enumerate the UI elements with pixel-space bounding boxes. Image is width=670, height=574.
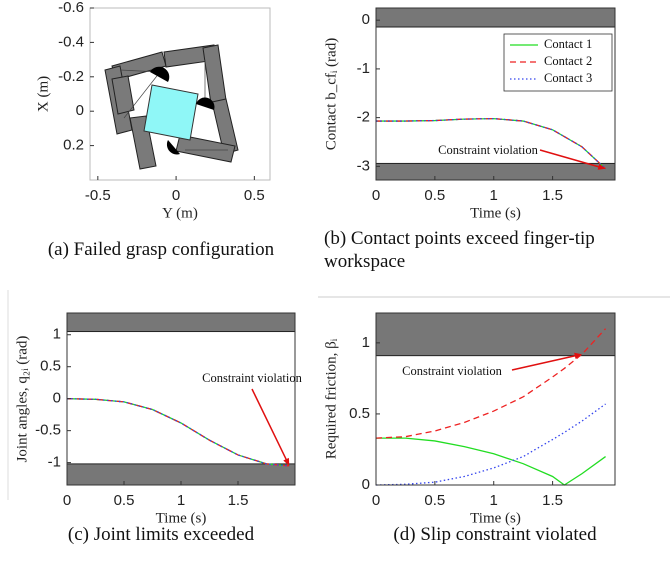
caption: (c) Joint limits exceeded (2, 523, 320, 546)
y-tick-label: 0 (76, 102, 84, 119)
annotation: Constraint violation (402, 364, 502, 378)
y-tick-label: 0 (362, 11, 370, 28)
x-tick-label: 1 (490, 492, 498, 509)
y-tick-label: 0 (53, 390, 61, 407)
annotation: Constraint violation (202, 371, 302, 385)
y-tick-label: -0.4 (58, 33, 84, 50)
legend-label: Contact 1 (544, 37, 592, 51)
y-axis-label: Contact b_cfᵢ (rad) (323, 38, 339, 150)
x-tick-label: 0.5 (424, 187, 445, 204)
y-tick-label: -0.2 (58, 68, 84, 85)
annotation: Constraint violation (438, 143, 538, 157)
plot-frame (67, 313, 295, 485)
x-tick-label: 1 (490, 187, 498, 204)
y-tick-label: -1 (48, 454, 61, 471)
y-tick-label: -3 (357, 157, 370, 174)
figure: -0.5 0 0.5 -0.6 -0.4 -0.2 0 0.2 Y (m) X (m) 0 0.5 1 1… (0, 0, 670, 574)
x-tick-label: 0 (372, 187, 380, 204)
x-tick-label: 0.5 (424, 492, 445, 509)
y-axis-label: Required friction, βᵢ (323, 338, 339, 459)
x-tick-label: 0.5 (244, 187, 265, 204)
annotation-arrow (252, 389, 287, 460)
y-tick-label: 0.5 (40, 358, 61, 375)
figure-canvas: -0.5 0 0.5 -0.6 -0.4 -0.2 0 0.2 Y (m) X (m) 0 0.5 1 1… (0, 0, 670, 574)
x-tick-label: 1 (177, 492, 185, 509)
caption: (d) Slip constraint violated (330, 523, 660, 546)
x-tick-label: 1.5 (542, 187, 563, 204)
grasp-drawing (105, 45, 238, 169)
y-tick-label: -0.6 (58, 0, 84, 16)
series-line (67, 399, 289, 466)
y-tick-label: -0.5 (35, 422, 61, 439)
y-tick-label: 0.5 (349, 405, 370, 422)
caption: (a) Failed grasp configuration (2, 238, 320, 261)
legend-label: Contact 2 (544, 54, 592, 68)
x-tick-label: 0.5 (114, 492, 135, 509)
constraint-region (376, 313, 615, 356)
series-line (376, 438, 606, 485)
y-tick-label: 0 (362, 476, 370, 493)
x-tick-label: 0 (63, 492, 71, 509)
annotation-arrow (512, 356, 576, 370)
y-axis-label: X (m) (35, 76, 51, 112)
x-tick-label: -0.5 (85, 187, 111, 204)
y-tick-label: 1 (53, 326, 61, 343)
x-tick-label: 1.5 (228, 492, 249, 509)
y-tick-label: -2 (357, 109, 370, 126)
series-line (376, 404, 606, 485)
series-line (67, 399, 289, 466)
x-tick-label: 1.5 (542, 492, 563, 509)
constraint-region (376, 163, 615, 180)
x-axis-label: Y (m) (162, 205, 198, 221)
series-line (67, 399, 289, 466)
x-tick-label: 0 (172, 187, 180, 204)
x-axis-label: Time (s) (470, 205, 521, 221)
y-tick-label: -1 (357, 60, 370, 77)
constraint-region (376, 8, 615, 27)
y-tick-label: 1 (362, 334, 370, 351)
y-axis-label: Joint angles, q₂ᵢ (rad) (14, 336, 30, 463)
y-tick-label: 0.2 (63, 137, 84, 154)
constraint-region (67, 313, 295, 332)
caption: (b) Contact points exceed finger-tip wor… (324, 227, 654, 273)
legend-label: Contact 3 (544, 71, 592, 85)
x-tick-label: 0 (372, 492, 380, 509)
